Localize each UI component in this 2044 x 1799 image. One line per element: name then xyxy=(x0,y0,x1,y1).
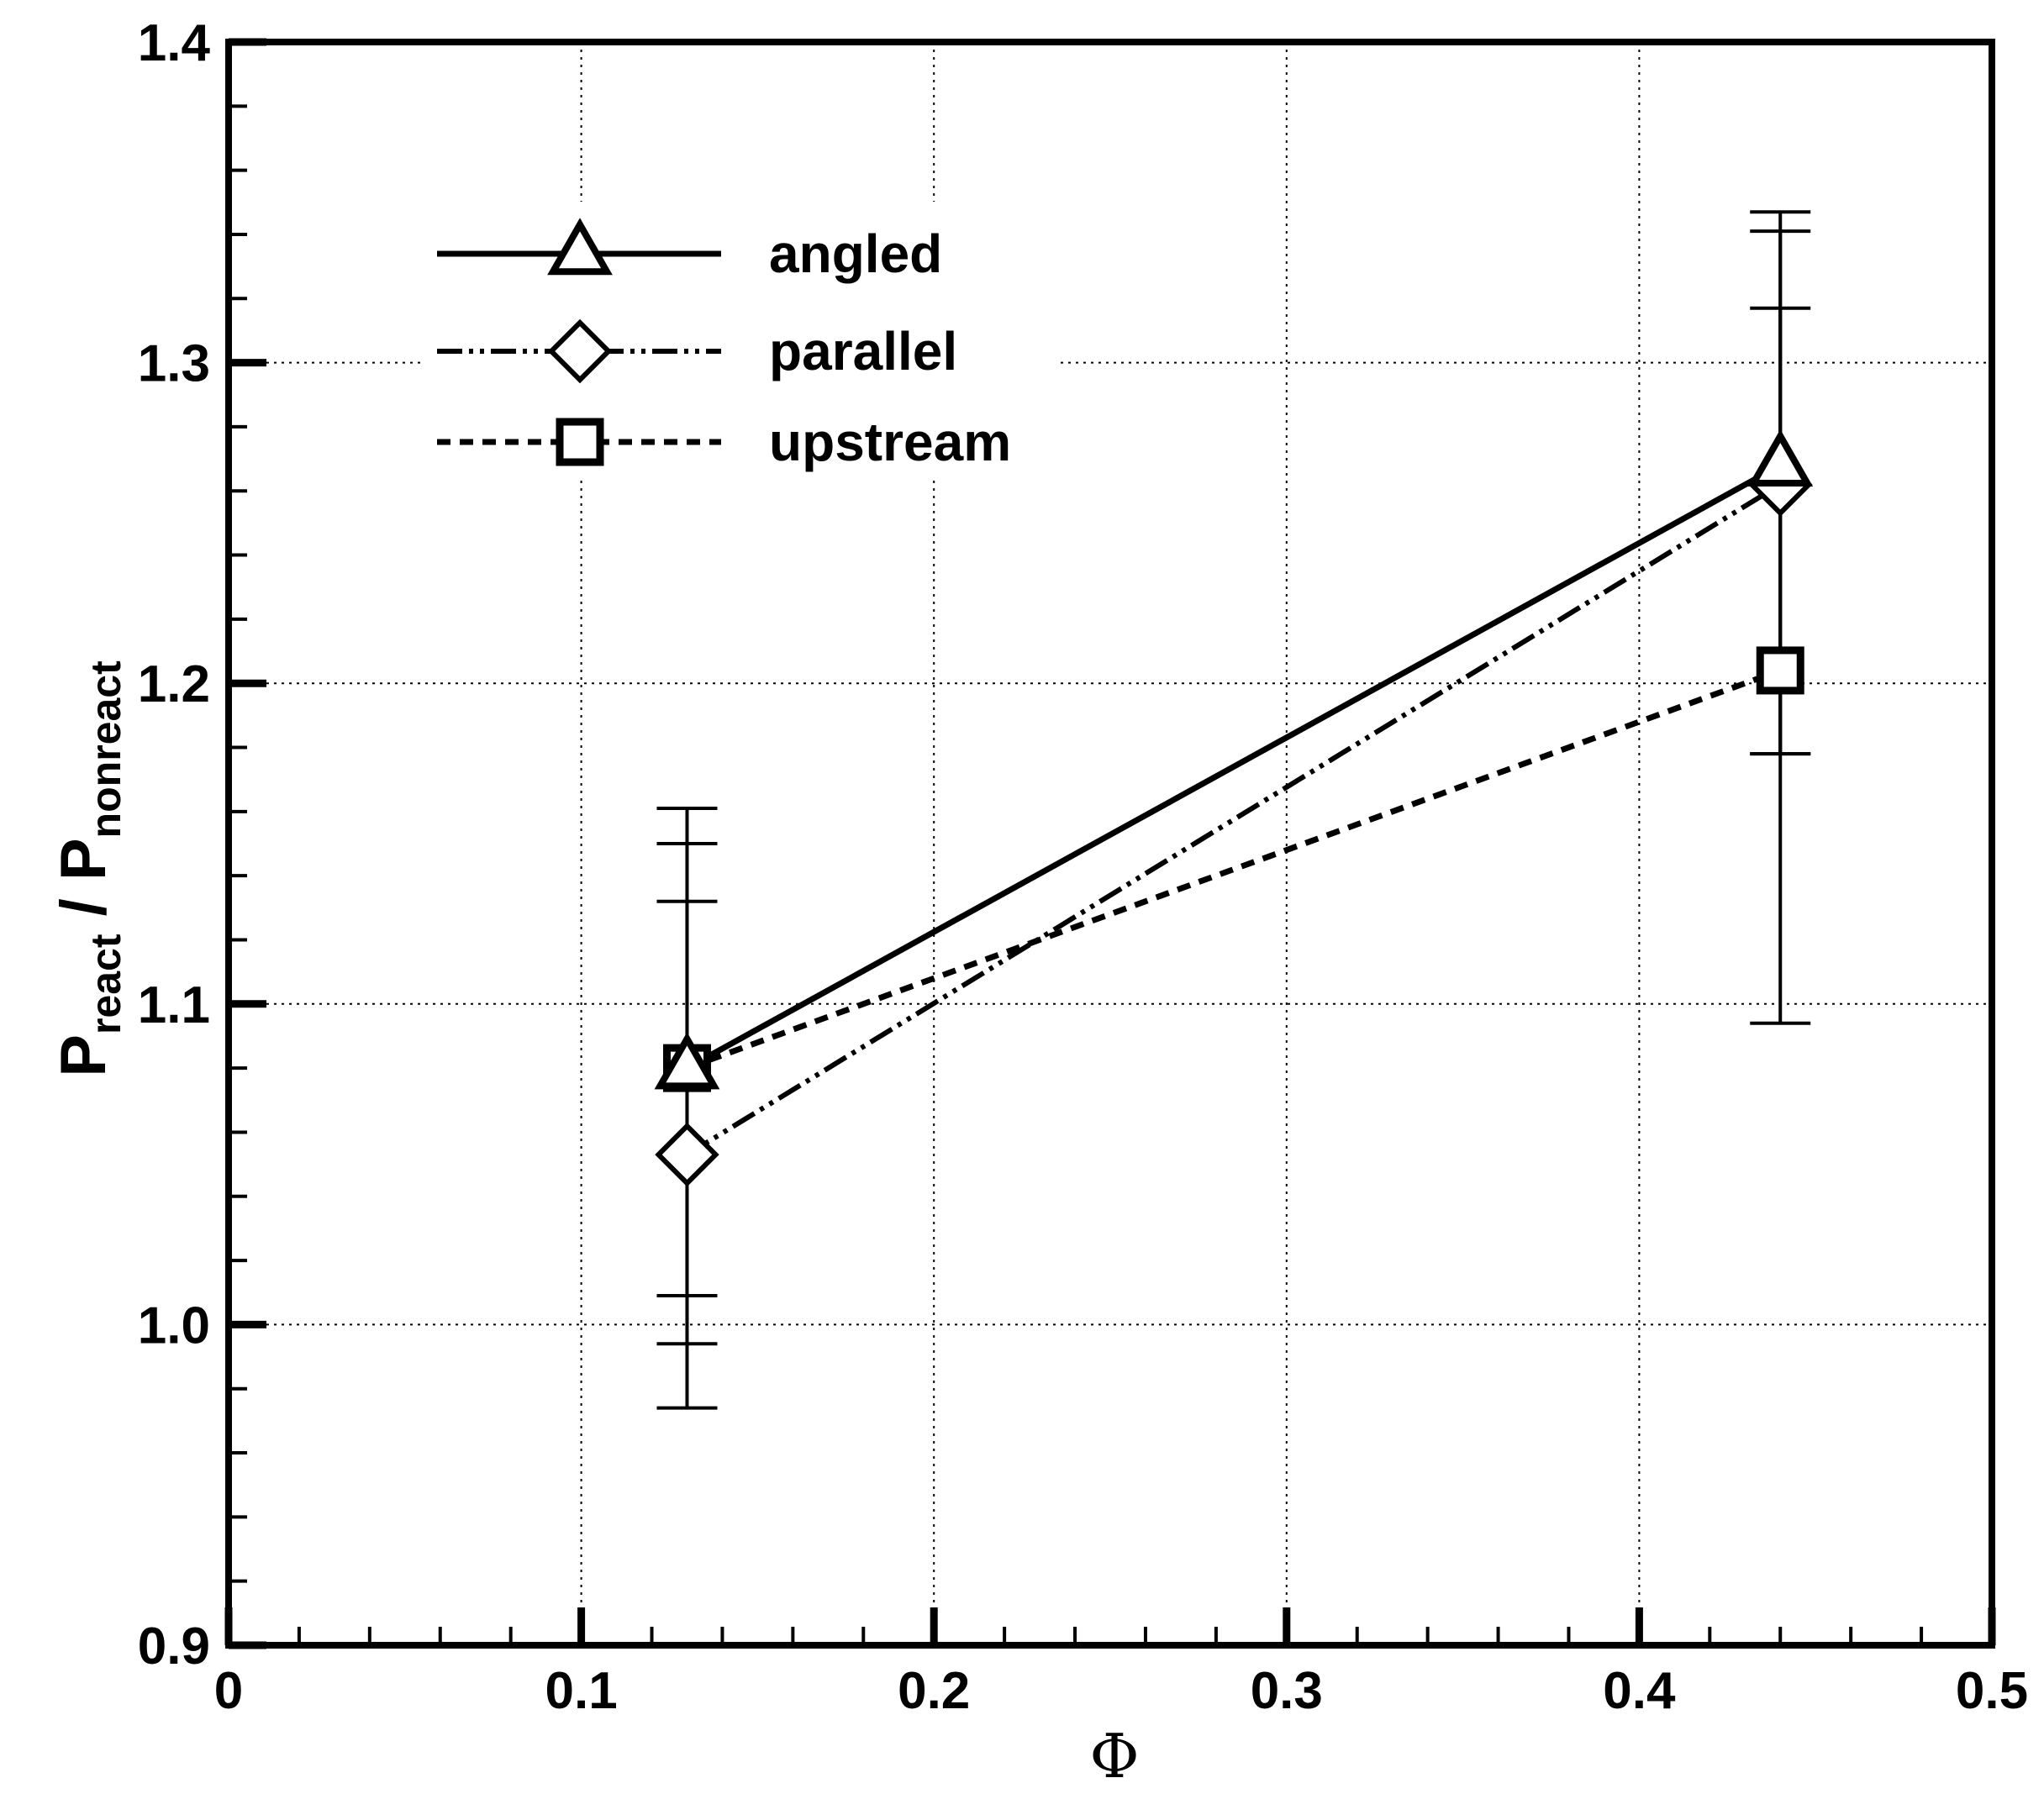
legend-label-angled: angled xyxy=(769,224,942,284)
marker-parallel xyxy=(655,1122,719,1187)
y-title-p2: P xyxy=(48,838,119,881)
major-ticks xyxy=(224,38,1996,1649)
y-title-sub1: react xyxy=(82,934,129,1034)
series-lines xyxy=(685,462,1782,1157)
x-tick-label: 0.4 xyxy=(1603,1662,1676,1720)
y-tick-labels: 0.9 1.0 1.1 1.2 1.3 1.4 xyxy=(138,14,211,1675)
x-tick-label: 0.5 xyxy=(1956,1662,2028,1720)
legend-marker-upstream xyxy=(556,418,604,466)
x-tick-label: 0 xyxy=(214,1662,243,1720)
x-tick-labels: 0 0.1 0.2 0.3 0.4 0.5 xyxy=(214,1662,2028,1720)
series-line-parallel xyxy=(685,482,1782,1157)
marker-angled xyxy=(654,1032,720,1090)
legend-marker-parallel xyxy=(547,318,613,384)
plot-frame xyxy=(225,39,1995,1649)
y-title-separator: / xyxy=(48,881,119,934)
series-markers xyxy=(654,429,1814,1187)
y-title-p1: P xyxy=(48,1034,119,1077)
legend-marker-angled xyxy=(547,218,613,276)
legend-background xyxy=(420,202,1059,479)
y-tick-label: 1.3 xyxy=(138,335,210,393)
y-tick-label: 1.4 xyxy=(138,14,211,72)
y-tick-label: 1.2 xyxy=(138,655,210,713)
legend: angled parallel upstream xyxy=(437,218,1011,472)
legend-label-parallel: parallel xyxy=(769,321,957,381)
x-tick-label: 0.1 xyxy=(545,1662,617,1720)
y-tick-label: 1.1 xyxy=(138,976,210,1034)
series-line-angled xyxy=(685,462,1782,1071)
y-title-sub2: nonreact xyxy=(82,660,129,839)
grid-lines xyxy=(229,42,1992,1645)
marker-upstream xyxy=(1756,646,1804,695)
x-tick-label: 0.3 xyxy=(1251,1662,1323,1720)
legend-label-upstream: upstream xyxy=(769,412,1011,472)
y-axis-title: Preact / Pnonreact xyxy=(48,660,129,1077)
marker-angled xyxy=(1747,429,1814,487)
x-axis-title: Φ xyxy=(1089,1721,1139,1791)
y-tick-label: 0.9 xyxy=(138,1618,210,1675)
x-tick-label: 0.2 xyxy=(898,1662,970,1720)
y-tick-label: 1.0 xyxy=(138,1297,210,1355)
series-line-upstream xyxy=(686,667,1782,1071)
